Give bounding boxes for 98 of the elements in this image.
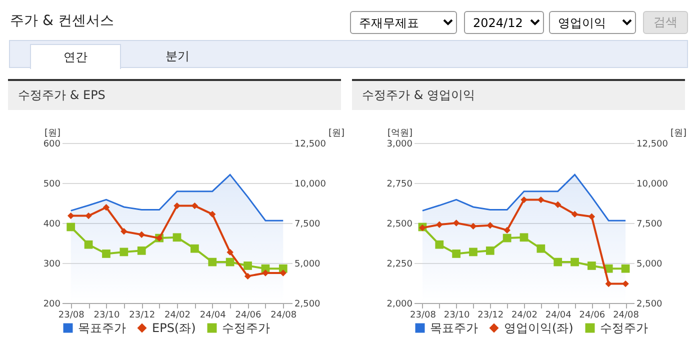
y-axis-title: [억원] [387,128,412,138]
point [621,264,630,273]
point [208,258,217,266]
x-tick-label: 23/10 [444,310,470,320]
legend-label: 목표주가 [430,321,478,335]
point [138,231,145,238]
point [502,234,512,242]
y-tick-label: 2,000 [386,300,413,310]
chart-title: 수정주가 & EPS [8,81,341,110]
point [244,272,252,280]
x-tick-label: 24/04 [200,310,226,320]
point [436,221,443,228]
point [85,212,92,220]
legend-label: 목표주가 [78,321,126,335]
x-tick-label: 24/08 [270,310,297,320]
y-tick-label: 3,000 [386,140,413,150]
point [520,196,528,204]
y2-tick-label: 5,000 [636,260,663,270]
point [452,250,460,258]
y2-tick-label: 2,500 [636,300,663,310]
x-tick-label: 23/12 [129,310,156,320]
y-tick-label: 2,250 [386,260,413,270]
text: 주재무제표 [350,11,457,34]
point [102,204,110,211]
legend-label: 수정주가 [600,321,648,335]
point [536,244,546,253]
y2-axis-title: [원] [670,128,687,138]
x-tick-label: 24/02 [512,310,538,320]
x-tick-label: 24/04 [545,310,572,320]
point [67,212,74,220]
point [226,248,234,256]
y-tick-label: 300 [43,260,61,270]
text: 분기 [164,48,190,65]
point [209,210,216,218]
x-tick-label: 23/08 [58,310,85,320]
y2-tick-label: 7,500 [636,220,663,230]
x-tick-label: 24/06 [235,310,262,320]
point [554,258,562,266]
y2-tick-label: 7,500 [294,220,321,230]
point [120,228,128,235]
point [191,202,198,210]
x-tick-label: 24/06 [579,310,606,320]
point [588,213,596,220]
y2-tick-label: 10,000 [294,180,326,190]
point [280,270,287,276]
text: 2024/12 [464,11,544,34]
point [554,201,562,208]
point [262,270,269,276]
point [469,248,478,256]
x-tick-label: 23/08 [410,310,436,320]
x-tick-label: 23/12 [478,310,504,320]
point [504,226,510,234]
point [174,202,180,210]
point [605,280,612,288]
y2-tick-label: 2,500 [294,300,321,310]
y2-tick-label: 12,500 [636,140,668,150]
legend-label: EPS(좌) [152,321,196,335]
point [588,262,596,270]
point [452,220,460,226]
point [244,262,252,270]
point [486,246,494,255]
point [570,258,579,266]
legend-label: 영업이익(좌) [504,321,574,335]
y-tick-label: 400 [43,220,61,230]
point [622,280,629,288]
y-tick-label: 2,500 [386,220,413,230]
point [66,222,76,232]
y-tick-label: 200 [43,300,61,310]
point [486,222,494,229]
point [120,248,128,256]
y-axis-title: [원] [44,128,60,138]
text: 검색 [643,11,688,34]
point [102,250,110,258]
text: 주가 & 컨센서스 [10,12,114,30]
point [538,196,544,204]
y-tick-label: 500 [43,180,61,190]
point [172,233,182,242]
point [137,246,146,255]
point [190,244,199,253]
chart-title: 수정주가 & 영업이익 [352,81,685,110]
x-tick-label: 24/02 [164,310,190,320]
point [84,240,93,249]
y-tick-label: 600 [43,140,61,150]
text: 연간 [30,44,121,69]
point [470,222,477,230]
point [520,233,528,242]
point [571,210,578,218]
text: 영업이익 [549,11,636,34]
y2-tick-label: 12,500 [294,140,326,150]
y2-tick-label: 10,000 [636,180,668,190]
x-tick-label: 23/10 [94,310,120,320]
point [435,240,444,249]
point [226,258,234,266]
y-tick-label: 2,750 [386,180,413,190]
legend-label: 수정주가 [222,321,270,335]
y2-tick-label: 5,000 [294,260,321,270]
x-tick-label: 24/08 [613,310,640,320]
y2-axis-title: [원] [328,128,345,138]
